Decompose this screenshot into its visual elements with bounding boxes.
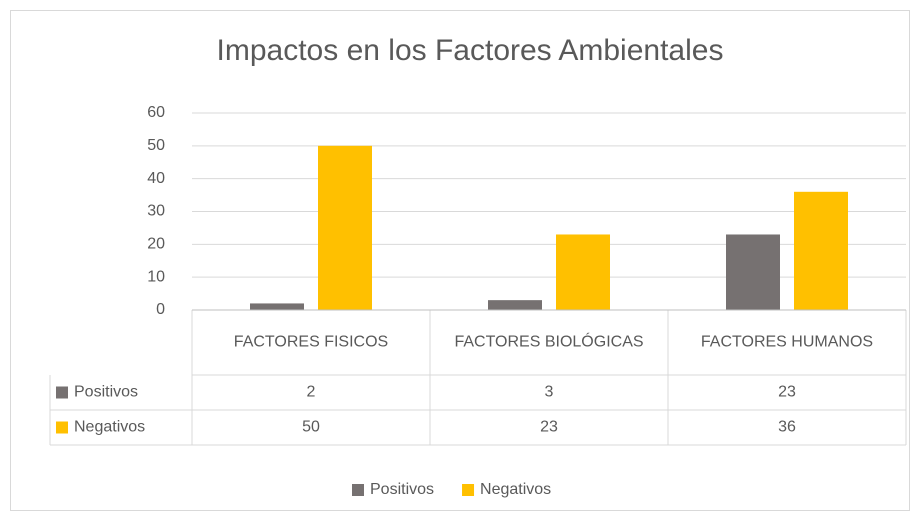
y-tick-label: 30 (147, 203, 165, 220)
table-cell: 2 (307, 384, 316, 401)
bar (726, 234, 780, 310)
bar (556, 234, 610, 310)
y-tick-label: 0 (156, 301, 165, 318)
chart-title: Impactos en los Factores Ambientales (217, 34, 724, 67)
legend-key (462, 484, 475, 496)
bar (250, 303, 304, 310)
y-tick-label: 50 (147, 137, 165, 154)
bar (318, 145, 372, 310)
y-tick-label: 10 (147, 268, 165, 285)
y-tick-label: 20 (147, 236, 165, 253)
table-row-label: Negativos (74, 419, 145, 436)
bar (794, 191, 848, 310)
x-tick-label: FACTORES HUMANOS (701, 334, 873, 351)
table-cell: 36 (778, 419, 796, 436)
legend-label: Positivos (370, 481, 434, 498)
y-tick-label: 60 (147, 104, 165, 121)
legend-key (352, 484, 364, 496)
x-tick-label: FACTORES BIOLÓGICAS (454, 332, 643, 351)
y-tick-label: 40 (147, 170, 165, 187)
table-cell: 50 (302, 419, 320, 436)
bar (488, 300, 542, 310)
table-row-label: Positivos (74, 384, 138, 401)
table-cell: 3 (545, 384, 554, 401)
table-legend-key (56, 386, 68, 399)
table-cell: 23 (540, 419, 558, 436)
x-tick-label: FACTORES FISICOS (234, 334, 388, 351)
table-cell: 23 (778, 384, 796, 401)
legend-label: Negativos (480, 481, 551, 498)
table-legend-key (56, 421, 68, 434)
